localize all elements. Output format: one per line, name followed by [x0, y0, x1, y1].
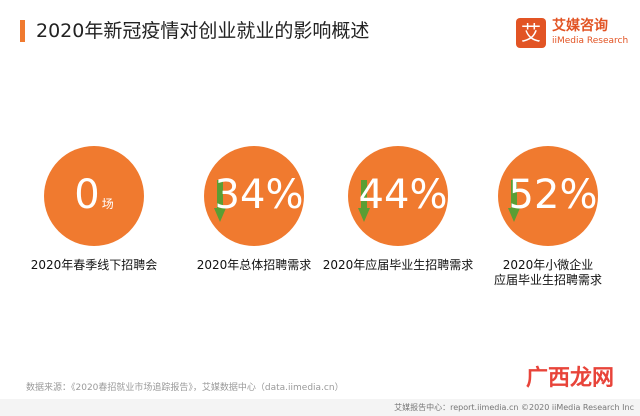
stat-overall-hiring-demand: 34% 2020年总体招聘需求 [162, 146, 346, 306]
logo-mark-icon: 艾 [516, 18, 546, 48]
down-arrow-icon [358, 180, 370, 222]
down-arrow-icon [508, 180, 520, 222]
title-accent-bar [20, 20, 25, 42]
down-arrow-icon [214, 180, 226, 222]
stat-circle: 44% [348, 146, 448, 246]
stat-circle: 34% [204, 146, 304, 246]
stat-circle: 52% [498, 146, 598, 246]
brand-logo: 艾 艾媒咨询 iiMedia Research [516, 18, 634, 52]
stat-label-line1: 2020年小微企业 [502, 258, 594, 272]
logo-subtitle: iiMedia Research [552, 36, 629, 46]
logo-name: 艾媒咨询 [552, 18, 608, 34]
stat-label: 2020年小微企业 应届毕业生招聘需求 [456, 258, 640, 288]
stat-value: 52% [508, 172, 598, 218]
stat-label: 2020年总体招聘需求 [196, 258, 312, 272]
stat-value: 44% [358, 172, 448, 218]
stat-value: 34% [214, 172, 304, 218]
page-title: 2020年新冠疫情对创业就业的影响概述 [36, 20, 370, 42]
stat-graduate-hiring-demand: 44% 2020年应届毕业生招聘需求 [306, 146, 490, 306]
stat-label: 2020年应届毕业生招聘需求 [322, 258, 474, 272]
stat-unit: 场 [101, 197, 114, 211]
footer-bar: 艾媒报告中心：report.iimedia.cn ©2020 iiMedia R… [0, 399, 640, 416]
source-note: 数据来源：《2020春招就业市场追踪报告》，艾媒数据中心（data.iimedi… [26, 383, 344, 393]
stat-label: 2020年春季线下招聘会 [30, 258, 158, 272]
stat-small-business-graduate-demand: 52% 2020年小微企业 应届毕业生招聘需求 [456, 146, 640, 306]
stat-label-line2: 应届毕业生招聘需求 [493, 273, 602, 287]
footer-text: 艾媒报告中心：report.iimedia.cn ©2020 iiMedia R… [394, 403, 634, 412]
stat-number: 0 [74, 172, 100, 218]
watermark: 广西龙网 [526, 366, 615, 391]
